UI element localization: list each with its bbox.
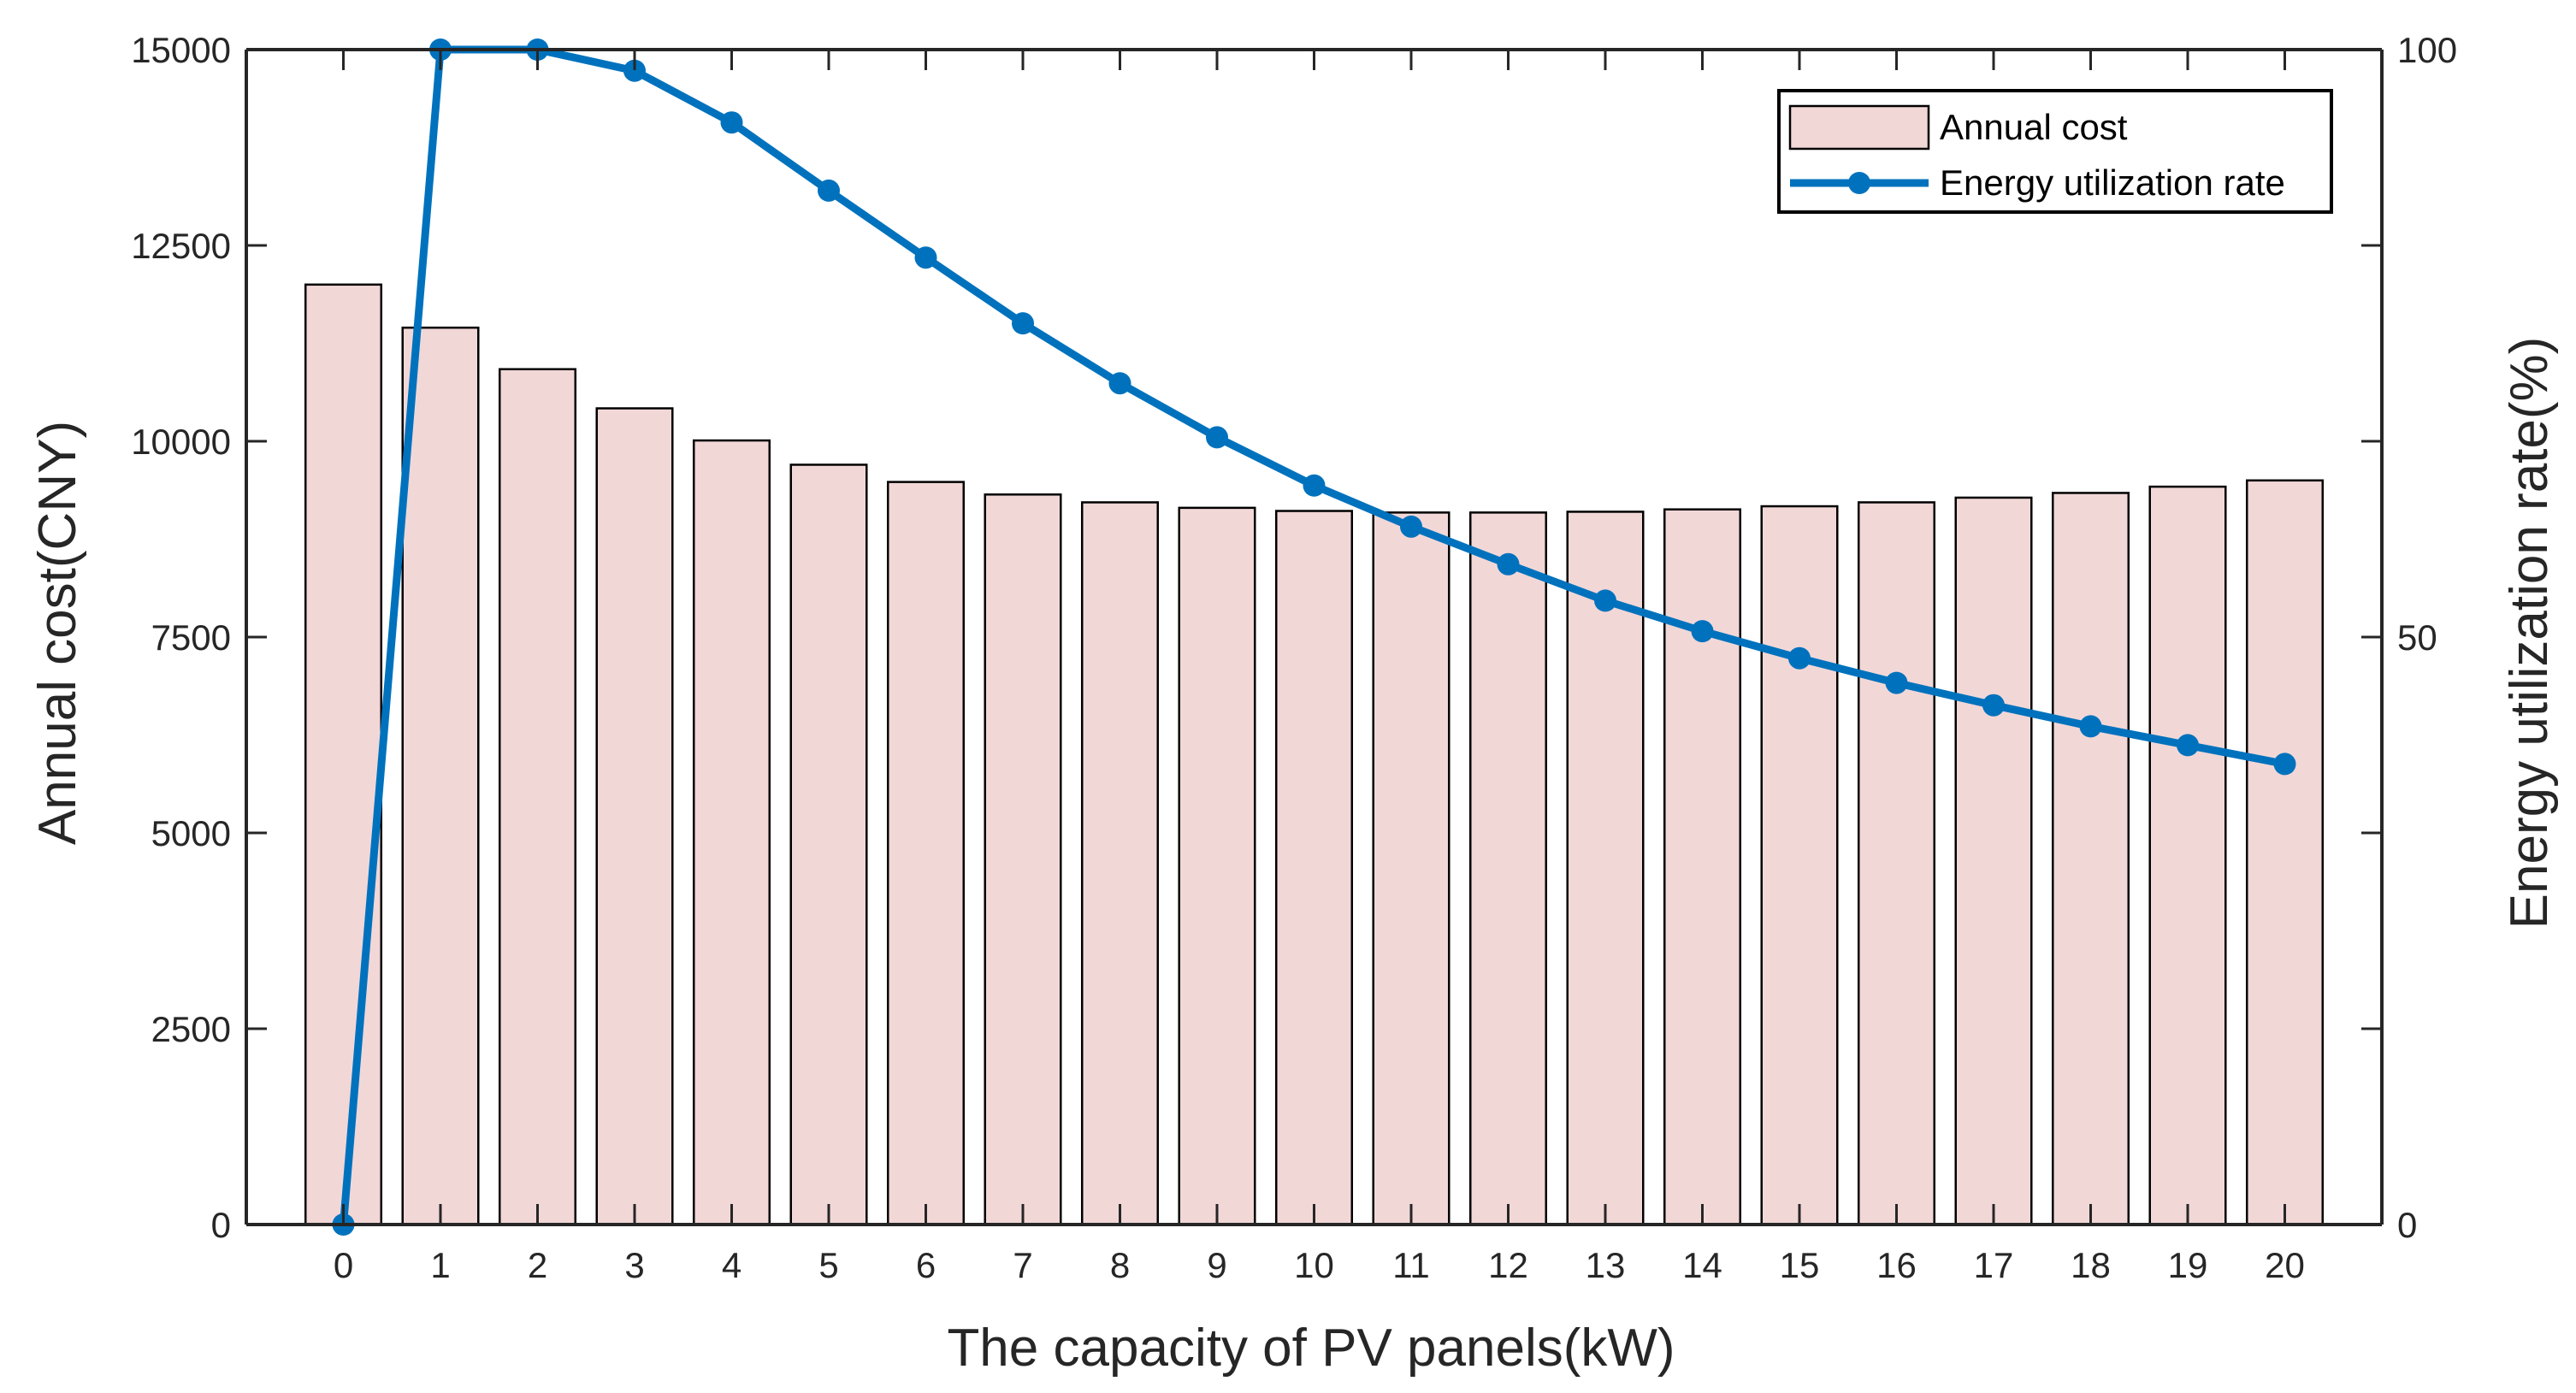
bar-10 [1274, 510, 1354, 1226]
legend: Annual cost Energy utilization rate [1777, 89, 2333, 214]
x-tick-label-5: 5 [818, 1245, 838, 1285]
y-tick-label-0: 0 [211, 1205, 231, 1245]
bar-9 [1178, 506, 1256, 1226]
x-tick-label-14: 14 [1682, 1245, 1722, 1285]
line-point-18 [2079, 715, 2102, 738]
x-tick-label-10: 10 [1294, 1245, 1334, 1285]
x-tick-label-7: 7 [1013, 1245, 1032, 1285]
bar-7 [984, 493, 1062, 1226]
bar-20 [2245, 479, 2325, 1226]
bar-14 [1663, 508, 1742, 1226]
line-point-7 [1012, 312, 1034, 335]
y-tick-label-15000: 15000 [131, 30, 231, 70]
legend-label-annual-cost: Annual cost [1940, 107, 2128, 147]
x-tick-label-9: 9 [1207, 1245, 1226, 1285]
y-tick-label-12500: 12500 [131, 226, 231, 266]
y-tick-label-10000: 10000 [131, 422, 231, 462]
bar-11 [1372, 511, 1450, 1226]
line-point-14 [1691, 620, 1714, 643]
bar-2 [498, 368, 577, 1226]
x-tick-label-20: 20 [2265, 1245, 2305, 1285]
x-axis-title: The capacity of PV panels(kW) [947, 1319, 1675, 1378]
legend-line-marker [1848, 172, 1870, 194]
x-tick-label-8: 8 [1110, 1245, 1130, 1285]
bar-13 [1566, 511, 1645, 1226]
line-point-20 [2273, 753, 2296, 776]
x-tick-label-1: 1 [430, 1245, 450, 1285]
line-series-group [332, 38, 2296, 1236]
x-tick-label-19: 19 [2168, 1245, 2208, 1285]
line-point-9 [1206, 426, 1228, 449]
bar-3 [595, 407, 674, 1226]
y2-tick-label-100: 100 [2397, 30, 2457, 70]
ticks-group: 0 1 2 3 4 5 6 7 8 9 10 11 12 13 14 15 16 17 18 19 2002500500… [131, 30, 2457, 1285]
y-tick-label-2500: 2500 [151, 1009, 231, 1049]
bar-1 [401, 326, 480, 1226]
bar-16 [1857, 501, 1936, 1226]
x-tick-label-12: 12 [1488, 1245, 1528, 1285]
x-tick-label-6: 6 [916, 1245, 936, 1285]
y2-tick-label-50: 50 [2397, 617, 2437, 658]
bar-12 [1468, 511, 1548, 1226]
bar-0 [304, 283, 383, 1226]
line-point-12 [1497, 552, 1520, 575]
line-point-15 [1788, 646, 1811, 670]
bar-15 [1760, 505, 1839, 1226]
bar-19 [2148, 485, 2227, 1226]
line-point-3 [623, 59, 646, 82]
x-tick-label-17: 17 [1974, 1245, 2014, 1285]
line-point-6 [914, 246, 937, 269]
y-axis-title: Annual cost(CNY) [28, 421, 87, 845]
line-point-16 [1885, 671, 1908, 694]
line-point-10 [1303, 474, 1326, 497]
bar-6 [886, 481, 966, 1226]
x-tick-label-15: 15 [1780, 1245, 1820, 1285]
line-point-13 [1594, 589, 1616, 612]
y-tick-label-5000: 5000 [151, 813, 231, 853]
bar-8 [1080, 501, 1160, 1226]
x-tick-label-18: 18 [2071, 1245, 2111, 1285]
x-tick-label-11: 11 [1392, 1245, 1430, 1285]
line-point-5 [818, 179, 840, 202]
x-tick-label-3: 3 [624, 1245, 644, 1285]
line-point-11 [1400, 515, 1422, 538]
y2-tick-label-0: 0 [2397, 1205, 2417, 1245]
x-tick-label-4: 4 [722, 1245, 741, 1285]
y-tick-label-7500: 7500 [151, 617, 231, 658]
bar-4 [692, 439, 771, 1226]
bar-5 [789, 463, 868, 1226]
bars-group [304, 283, 2325, 1226]
legend-bar-swatch [1788, 104, 1930, 151]
legend-label-energy-utilization-rate: Energy utilization rate [1940, 162, 2285, 203]
y2-axis-title: Energy utilization rate(%) [2500, 337, 2559, 930]
bar-18 [2051, 492, 2130, 1226]
line-point-4 [720, 111, 743, 134]
line-point-19 [2177, 734, 2199, 757]
line-point-17 [1982, 694, 2005, 717]
x-tick-label-0: 0 [334, 1245, 353, 1285]
x-tick-label-13: 13 [1586, 1245, 1626, 1285]
line-point-8 [1108, 372, 1131, 395]
x-tick-label-16: 16 [1876, 1245, 1917, 1285]
bar-17 [1954, 496, 2033, 1226]
x-tick-label-2: 2 [528, 1245, 547, 1285]
